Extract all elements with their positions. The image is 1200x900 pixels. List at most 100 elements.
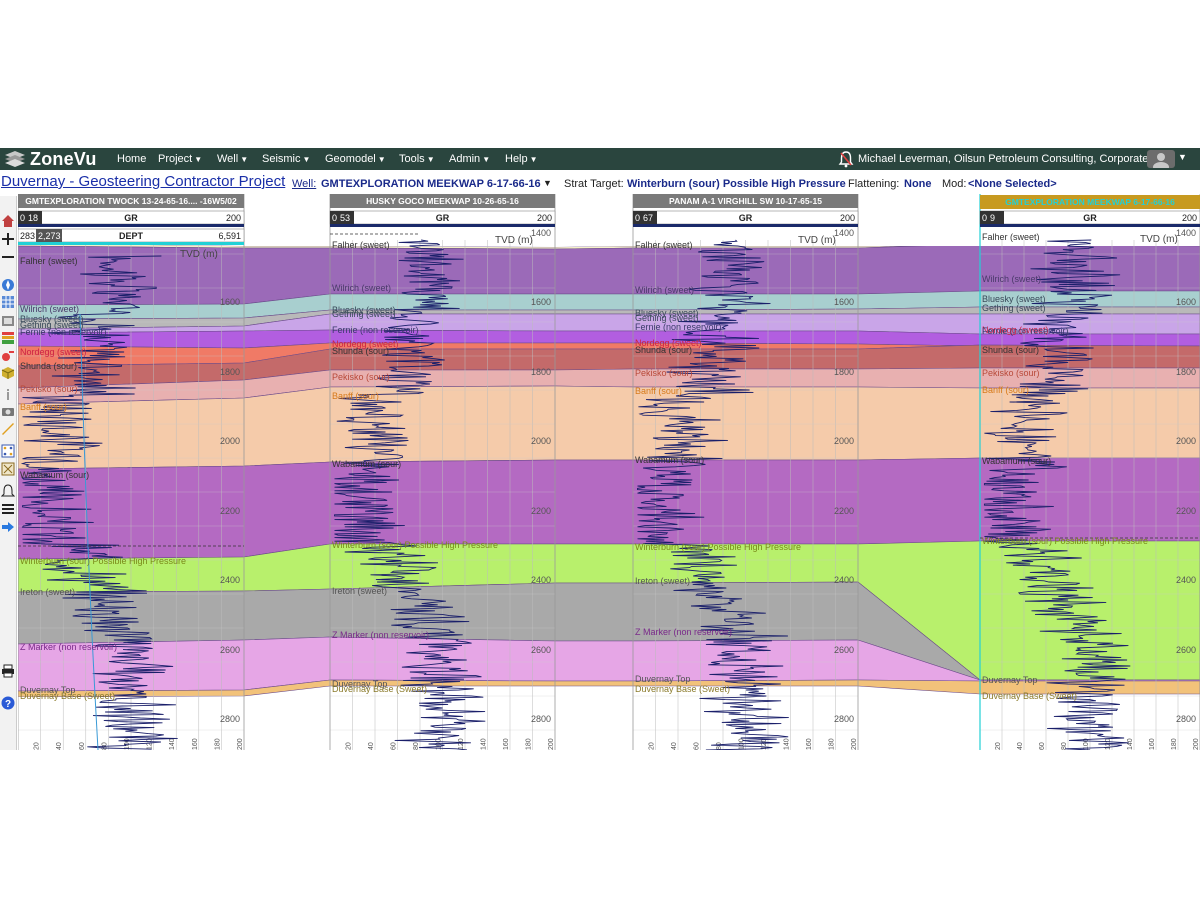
cube-icon[interactable] xyxy=(1,366,15,380)
formation-label: Duvernay Base (Sweet) xyxy=(635,684,730,694)
print-icon[interactable] xyxy=(1,664,15,678)
strat-target-value[interactable]: Winterburn (sour) Possible High Pressure xyxy=(627,178,846,190)
formation-label: Winterburn (sour) Possible High Pressure xyxy=(982,536,1148,546)
depth-tick-label: 2600 xyxy=(531,645,551,655)
formation-label: Duvernay Top xyxy=(332,679,387,689)
menu-admin[interactable]: Admin ▼ xyxy=(449,152,490,166)
gr-current: 18 xyxy=(28,213,38,223)
chevron-down-icon[interactable]: ▼ xyxy=(543,178,552,188)
gr-min: 0 xyxy=(635,213,640,223)
select-icon[interactable] xyxy=(1,444,15,458)
plus-icon[interactable] xyxy=(1,232,15,246)
dept-min: 283 xyxy=(20,231,35,241)
gr-tick-label: 100 xyxy=(1083,738,1090,750)
alert-icon[interactable] xyxy=(0,484,16,498)
camera-icon[interactable] xyxy=(1,404,15,418)
formation-label: Wilrich (sweet) xyxy=(635,285,694,295)
pattern-icon[interactable] xyxy=(1,462,15,476)
formation-label: Bluesky (sweet) xyxy=(635,308,699,318)
menu-tools[interactable]: Tools ▼ xyxy=(399,152,435,166)
gr-tick-label: 140 xyxy=(784,738,791,750)
menu-seismic[interactable]: Seismic ▼ xyxy=(262,152,310,166)
tvd-label: TVD (m) xyxy=(180,249,218,260)
key-icon[interactable] xyxy=(1,348,15,362)
formation-label: Duvernay Top xyxy=(20,685,75,695)
avatar[interactable] xyxy=(1147,150,1175,168)
layers-logo-icon xyxy=(5,151,25,167)
formation-label: Z Marker (non reservoir) xyxy=(20,642,117,652)
below-base-area xyxy=(18,697,1200,750)
flattening-value[interactable]: None xyxy=(904,178,932,190)
depth-tick-label: 1600 xyxy=(220,297,240,307)
gr-current: 9 xyxy=(990,213,995,223)
formation-label: Duvernay Base (Sweet) xyxy=(982,691,1077,701)
formation-label: Bluesky (sweet) xyxy=(20,314,84,324)
menu-seismic-label: Seismic xyxy=(262,153,301,165)
layers-icon[interactable] xyxy=(1,314,15,328)
gr-name: GR xyxy=(436,213,450,223)
list-icon[interactable] xyxy=(1,502,15,516)
gr-current: 67 xyxy=(643,213,653,223)
gr-line-indicator xyxy=(633,224,858,227)
formation-label: Nordegg (sweet) xyxy=(982,325,1049,335)
formation-label: Ireton (sweet) xyxy=(20,587,75,597)
alert-bell-icon[interactable] xyxy=(838,150,854,168)
zonevu-app: ZoneVu Home Project ▼ Well ▼ Seismic ▼ Geom… xyxy=(0,148,1200,750)
formation-label: Ireton (sweet) xyxy=(635,576,690,586)
arrows-icon[interactable] xyxy=(1,520,15,534)
formation-label: Wilrich (sweet) xyxy=(20,304,79,314)
compass-icon[interactable] xyxy=(1,278,15,292)
gr-min: 0 xyxy=(20,213,25,223)
mod-value[interactable]: <None Selected> xyxy=(968,178,1057,190)
gr-tick-label: 160 xyxy=(503,738,510,750)
gr-name: GR xyxy=(124,213,138,223)
track-title: GMTEXPLORATION TWOCK 13-24-65-16.... -16… xyxy=(25,196,237,206)
menu-well[interactable]: Well ▼ xyxy=(217,152,248,166)
menu-help[interactable]: Help ▼ xyxy=(505,152,538,166)
gr-current: 53 xyxy=(340,213,350,223)
track-header xyxy=(18,194,244,208)
depth-tick-label: 2000 xyxy=(1176,436,1196,446)
formation-label: Gething (sweet) xyxy=(982,303,1046,313)
project-title-link[interactable]: Duvernay - Geosteering Contractor Projec… xyxy=(1,173,286,190)
formation-label: Duvernay Base (Sweet) xyxy=(20,691,115,701)
track-header xyxy=(633,194,858,208)
project-bar: Duvernay - Geosteering Contractor Projec… xyxy=(0,170,1200,194)
formation-label: Fernie (non reservoir) xyxy=(332,325,419,335)
cross-section-view[interactable]: 1400160018002000220024002600280020406080… xyxy=(17,194,1200,750)
tvd-label: TVD (m) xyxy=(495,235,533,246)
top-navbar: ZoneVu Home Project ▼ Well ▼ Seismic ▼ Geom… xyxy=(0,148,1200,170)
dept-badge xyxy=(36,229,62,242)
formation-label: Bluesky (sweet) xyxy=(332,305,396,315)
gr-scale-badge xyxy=(330,211,354,224)
menu-home[interactable]: Home xyxy=(117,152,146,166)
menu-geomodel[interactable]: Geomodel ▼ xyxy=(325,152,386,166)
formation-label: Fernie (non reservoir) xyxy=(982,326,1069,336)
track-grid xyxy=(329,194,556,750)
menu-project-label: Project xyxy=(158,153,193,165)
zonevu-logo[interactable]: ZoneVu xyxy=(4,149,97,169)
ruler-icon[interactable] xyxy=(1,422,15,436)
menu-project[interactable]: Project ▼ xyxy=(158,152,202,166)
depth-tick-label: 1400 xyxy=(834,228,854,238)
gr-tick-label: 20 xyxy=(34,742,41,750)
menu-admin-label: Admin xyxy=(449,153,481,165)
user-name[interactable]: Michael Leverman, Oilsun Petroleum Consu… xyxy=(858,153,1149,165)
info-icon[interactable] xyxy=(1,387,15,401)
formation-label: Wabamum (sour) xyxy=(635,455,704,465)
home-icon[interactable] xyxy=(1,214,15,228)
gr-tick-label: 200 xyxy=(237,738,244,750)
chevron-down-icon[interactable]: ▼ xyxy=(1178,152,1187,162)
help-icon[interactable]: ? xyxy=(1,696,15,710)
depth-tick-label: 2800 xyxy=(834,714,854,724)
formation-label: Falher (sweet) xyxy=(982,232,1040,242)
depth-tick-label: 1400 xyxy=(531,228,551,238)
gr-log-curve xyxy=(637,239,789,750)
cross-section-canvas[interactable]: 1400160018002000220024002600280020406080… xyxy=(17,194,1200,750)
depth-tick-label: 2200 xyxy=(531,506,551,516)
well-select[interactable]: GMTEXPLORATION MEEKWAP 6-17-66-16 xyxy=(321,178,541,190)
stack-icon[interactable] xyxy=(1,331,15,345)
gr-tick-label: 60 xyxy=(391,742,398,750)
grid-icon[interactable] xyxy=(1,295,15,309)
minus-icon[interactable] xyxy=(1,250,15,264)
